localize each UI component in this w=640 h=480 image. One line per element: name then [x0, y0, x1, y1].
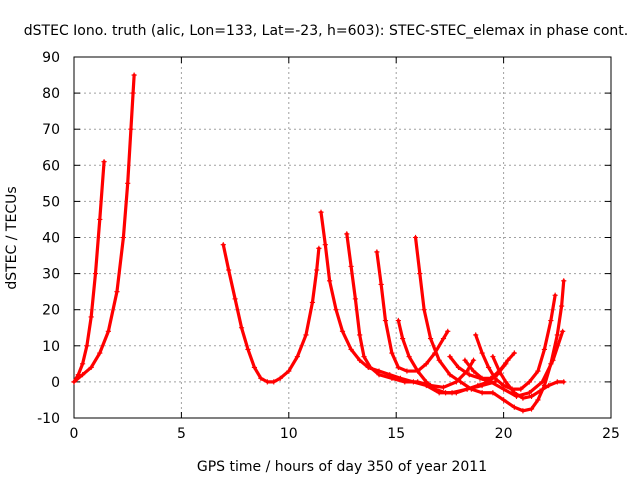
- data-point: [128, 127, 133, 132]
- series-arc-6: [374, 249, 450, 373]
- data-point: [132, 72, 137, 77]
- series-arc-2: [71, 72, 136, 384]
- data-point: [130, 91, 135, 96]
- y-tick-label: 30: [42, 267, 60, 283]
- x-tick-label: 25: [602, 426, 620, 442]
- series-line: [74, 162, 104, 382]
- series-line: [223, 245, 319, 382]
- y-tick-label: -10: [37, 411, 60, 427]
- chart: dSTEC Iono. truth (alic, Lon=133, Lat=-2…: [0, 0, 640, 480]
- y-tick-label: 80: [42, 86, 60, 102]
- y-axis-label: dSTEC / TECUs: [4, 186, 20, 289]
- x-tick-label: 15: [387, 426, 405, 442]
- x-tick-label: 0: [70, 426, 79, 442]
- data-point: [93, 271, 98, 276]
- y-tick-label: 50: [42, 194, 60, 210]
- data-point: [101, 159, 106, 164]
- x-tick-label: 10: [280, 426, 298, 442]
- x-tick-label: 5: [177, 426, 186, 442]
- series-line: [74, 75, 134, 382]
- series-layer: [71, 72, 566, 413]
- chart-title: dSTEC Iono. truth (alic, Lon=133, Lat=-2…: [24, 23, 628, 39]
- y-tick-label: 40: [42, 231, 60, 247]
- y-tick-label: 10: [42, 339, 60, 355]
- x-axis-label: GPS time / hours of day 350 of year 2011: [197, 459, 487, 475]
- y-tick-label: 0: [51, 375, 60, 391]
- data-point: [316, 246, 321, 251]
- series-arc-3: [221, 242, 322, 384]
- x-tick-label: 20: [495, 426, 513, 442]
- y-tick-label: 60: [42, 158, 60, 174]
- data-point: [125, 181, 130, 186]
- y-tick-label: 70: [42, 122, 60, 138]
- y-tick-label: 20: [42, 303, 60, 319]
- data-point: [561, 379, 566, 384]
- data-point: [97, 217, 102, 222]
- axis-tick-labels: 0 5 10 15 20 25 -10 0 10 20 30 40 50 60 70 80 90: [37, 50, 620, 442]
- data-point: [561, 278, 566, 283]
- grid: [74, 57, 611, 418]
- y-tick-label: 90: [42, 50, 60, 66]
